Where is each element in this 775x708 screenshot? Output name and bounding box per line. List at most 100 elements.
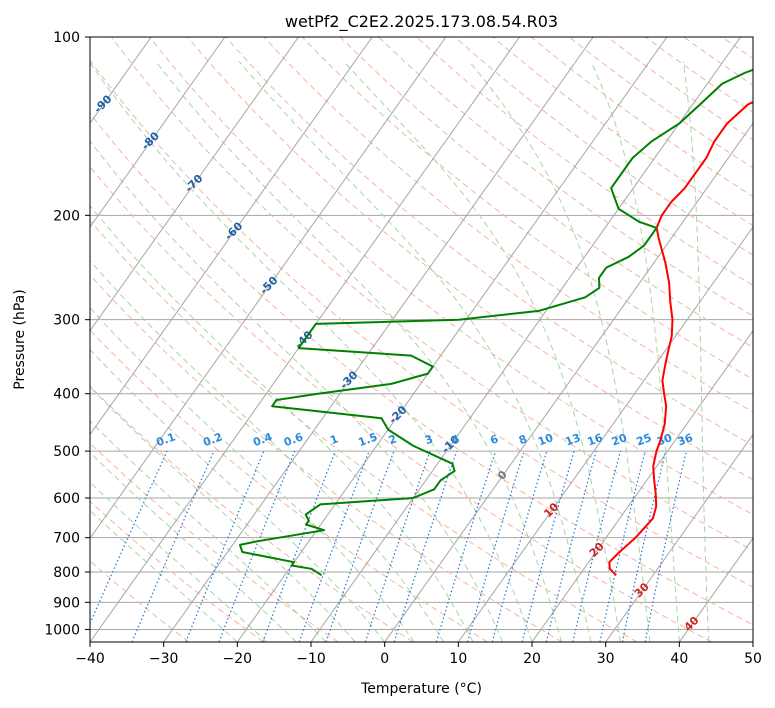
x-tick-label: 40: [670, 651, 688, 667]
dry-adiabat: [263, 37, 753, 413]
mixing-ratio-label: 0.6: [282, 430, 305, 449]
dry-adiabat: [90, 59, 753, 588]
mixing-ratio-label: 4: [450, 432, 462, 447]
mixing-ratio-line: [298, 450, 370, 642]
background-lines: [90, 37, 753, 642]
moist-adiabat: [90, 451, 297, 642]
dry-adiabat: [339, 37, 753, 348]
mixing-ratio-line: [393, 450, 458, 642]
isotherm: [163, 37, 594, 642]
profile-series: [239, 68, 753, 577]
dry-adiabat: [90, 329, 488, 642]
mixing-ratio-line: [90, 450, 168, 625]
dry-adiabat: [378, 37, 753, 317]
moist-adiabat: [90, 307, 415, 642]
y-tick-label: 100: [53, 30, 80, 46]
dry-adiabat: [454, 37, 753, 256]
mixing-ratio-line: [521, 450, 575, 642]
dry-adiabat: [90, 112, 753, 626]
moist-adiabat: [682, 61, 710, 642]
mixing-ratio-label: 3: [423, 432, 435, 447]
mixing-ratio-label: 36: [676, 431, 695, 449]
y-tick-label: 900: [53, 595, 80, 611]
temperature-profile: [608, 101, 753, 576]
y-tick-label: 200: [53, 208, 80, 224]
mixing-ratio-line: [644, 450, 687, 642]
dry-adiabat: [416, 37, 753, 286]
dewpoint-profile: [239, 68, 753, 577]
mixing-ratio-line: [325, 450, 395, 642]
isotherm: [678, 537, 753, 642]
y-tick-label: 500: [53, 444, 80, 460]
moist-adiabat: [590, 61, 680, 642]
moist-adiabat: [343, 61, 621, 642]
y-axis-label: Pressure (hPa): [12, 289, 28, 389]
plot-frame: [89, 36, 754, 643]
x-axis-ticks: −40 −30 −20 −10 0 10 20 30 40 50: [75, 642, 762, 667]
mixing-ratio-line: [435, 450, 497, 642]
x-tick-label: 30: [597, 651, 615, 667]
moist-adiabat: [238, 61, 592, 642]
mixing-ratio-line: [131, 450, 215, 642]
mixing-ratio-label: 13: [564, 431, 583, 448]
y-tick-label: 600: [53, 491, 80, 507]
isotherm: [90, 37, 373, 436]
dry-adiabat: [90, 500, 264, 642]
isotherm: [90, 37, 447, 540]
isotherm: [531, 329, 753, 642]
moist-adiabat: [90, 259, 445, 642]
x-axis-label: Temperature (°C): [360, 681, 482, 697]
mixing-ratio-label: 1.5: [357, 430, 380, 449]
mixing-ratio-line: [545, 450, 597, 642]
x-tick-label: 10: [449, 651, 467, 667]
mixing-ratio-label: 10: [536, 431, 555, 449]
dry-adiabat: [301, 37, 753, 380]
isotherm: [457, 226, 753, 642]
isotherm: [605, 433, 753, 642]
mixing-ratio-label: 8: [517, 432, 529, 447]
mixing-ratio-label: 2: [387, 432, 399, 447]
moist-adiabat: [90, 481, 268, 642]
moist-adiabat: [90, 140, 503, 642]
x-tick-label: −10: [296, 651, 326, 667]
isotherm: [384, 122, 753, 642]
moist-adiabat: [155, 61, 562, 642]
mixing-ratio-label: 20: [610, 431, 629, 449]
y-tick-label: 800: [53, 565, 80, 581]
mixing-ratio-label: 0.4: [251, 430, 274, 449]
x-tick-label: −30: [149, 651, 179, 667]
isotherm: [236, 37, 668, 642]
y-tick-label: 1000: [44, 622, 80, 638]
mixing-ratio-label: 25: [635, 431, 654, 448]
dry-adiabat: [90, 274, 563, 642]
dry-adiabat: [111, 37, 753, 552]
mixing-ratio-line: [491, 450, 548, 642]
x-tick-label: −40: [75, 651, 105, 667]
mixing-ratio-label: 0.2: [201, 430, 224, 449]
mixing-ratio-line: [599, 450, 646, 642]
moist-adiabat: [90, 509, 238, 642]
isotherm: [310, 37, 741, 642]
x-tick-label: 20: [523, 651, 541, 667]
y-tick-label: 300: [53, 313, 80, 329]
moist-adiabat: [90, 348, 386, 642]
y-axis-ticks: 100 200 300 400 500 600 700 800 900 1000: [44, 30, 90, 638]
dry-adiabat: [225, 37, 753, 447]
x-tick-label: −20: [223, 651, 253, 667]
isotherm: [90, 37, 226, 228]
mixing-ratio-label: 16: [586, 431, 605, 449]
dry-adiabat: [90, 165, 712, 642]
x-tick-label: 0: [380, 651, 389, 667]
mixing-ratio-line: [621, 450, 667, 642]
mixing-ratio-line: [364, 450, 431, 642]
isotherm: [90, 37, 299, 332]
chart-title: wetPf2_C2E2.2025.173.08.54.R03: [285, 12, 558, 32]
mixing-ratio-label: 0.1: [154, 430, 177, 449]
y-tick-label: 700: [53, 531, 80, 547]
moist-adiabat: [90, 420, 327, 642]
mixing-ratio-line: [466, 450, 525, 642]
mixing-ratio-line: [572, 450, 622, 642]
moist-adiabat: [90, 62, 533, 642]
moist-adiabat: [90, 205, 474, 642]
